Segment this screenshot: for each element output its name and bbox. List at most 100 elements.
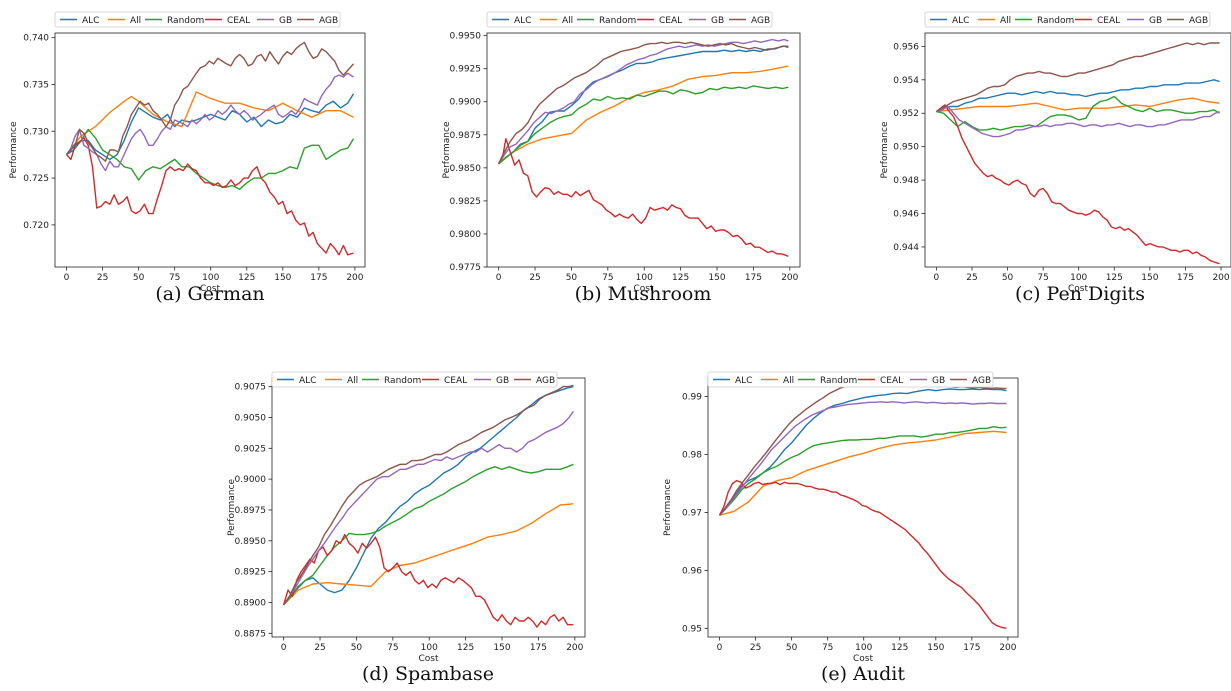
y-tick-label: 0.99 bbox=[682, 393, 702, 403]
x-tick-label: 0 bbox=[934, 273, 940, 283]
legend-label-gb: GB bbox=[1149, 16, 1162, 26]
legend-label-ceal: CEAL bbox=[227, 16, 250, 26]
x-tick-label: 25 bbox=[314, 643, 325, 653]
legend-label-agb: AGB bbox=[972, 376, 991, 386]
x-tick-label: 125 bbox=[1106, 273, 1123, 283]
legend-label-agb: AGB bbox=[751, 16, 770, 26]
legend-label-ceal: CEAL bbox=[444, 376, 467, 386]
x-tick-label: 125 bbox=[457, 643, 474, 653]
y-axis-label: Performance bbox=[227, 479, 237, 536]
legend: ALC All Random CEAL GB AGB bbox=[924, 11, 1211, 28]
legend-label-alc: ALC bbox=[952, 16, 969, 26]
legend-label-ceal: CEAL bbox=[880, 376, 903, 386]
legend: ALC All Random CEAL GB AGB bbox=[271, 371, 558, 388]
x-axis-label: Cost bbox=[418, 654, 438, 664]
x-tick-label: 200 bbox=[346, 273, 363, 283]
y-tick-label: 0.9000 bbox=[235, 475, 267, 485]
x-axis-label: Cost bbox=[1068, 284, 1088, 294]
legend-box bbox=[54, 11, 341, 28]
y-tick-label: 0.9050 bbox=[235, 413, 267, 423]
x-tick-label: 0 bbox=[717, 643, 723, 653]
legend-label-ceal: CEAL bbox=[659, 16, 682, 26]
x-tick-label: 150 bbox=[927, 643, 944, 653]
x-tick-label: 200 bbox=[1212, 273, 1229, 283]
plot-frame bbox=[486, 32, 801, 268]
chart-panel-4: 0 25 50 75 100 125 150 175 200 0.8875 0.8900 0.8925… bbox=[227, 371, 586, 685]
x-axis-label: Cost bbox=[853, 654, 873, 664]
y-tick-label: 0.956 bbox=[893, 42, 919, 52]
legend-box bbox=[486, 11, 773, 28]
x-tick-label: 75 bbox=[602, 273, 613, 283]
series-line-ceal bbox=[497, 138, 789, 258]
series-line-random bbox=[718, 426, 1007, 516]
series-line-ceal bbox=[65, 137, 354, 256]
y-tick-label: 0.8975 bbox=[235, 506, 267, 516]
y-tick-label: 0.952 bbox=[893, 109, 919, 119]
legend-box bbox=[924, 11, 1211, 28]
series-line-gb bbox=[283, 410, 574, 606]
x-tick-label: 50 bbox=[351, 643, 363, 653]
x-tick-label: 50 bbox=[786, 643, 798, 653]
x-tick-label: 50 bbox=[566, 273, 578, 283]
series-line-gb bbox=[65, 72, 354, 172]
legend-label-all: All bbox=[347, 376, 358, 386]
y-tick-label: 0.9850 bbox=[450, 164, 482, 174]
x-tick-label: 25 bbox=[750, 643, 761, 653]
y-tick-label: 0.9800 bbox=[450, 230, 482, 240]
legend-label-alc: ALC bbox=[514, 16, 531, 26]
legend-label-alc: ALC bbox=[82, 16, 99, 26]
legend-label-alc: ALC bbox=[299, 376, 316, 386]
y-tick-label: 0.725 bbox=[23, 174, 49, 184]
panel-caption: (a) German bbox=[155, 283, 264, 305]
series-line-all bbox=[283, 503, 574, 606]
legend-box bbox=[707, 371, 994, 388]
y-tick-label: 0.9900 bbox=[450, 98, 482, 108]
x-tick-label: 0 bbox=[64, 273, 70, 283]
legend-label-all: All bbox=[783, 376, 794, 386]
legend: ALC All Random CEAL GB AGB bbox=[54, 11, 341, 28]
series-line-gb bbox=[936, 105, 1220, 138]
chart-panel-3: 0 25 50 75 100 125 150 175 200 0.944 0.946 0.948 0.9… bbox=[880, 11, 1231, 305]
legend-label-gb: GB bbox=[711, 16, 724, 26]
y-tick-label: 0.8875 bbox=[235, 629, 267, 639]
series-line-gb bbox=[719, 401, 1007, 516]
legend-label-gb: GB bbox=[496, 376, 509, 386]
x-tick-label: 25 bbox=[97, 273, 108, 283]
y-tick-label: 0.720 bbox=[23, 221, 49, 231]
legend-label-gb: GB bbox=[932, 376, 945, 386]
series-line-ceal bbox=[935, 104, 1220, 265]
x-tick-label: 100 bbox=[855, 643, 872, 653]
legend-box bbox=[271, 371, 558, 388]
y-axis-label: Performance bbox=[442, 121, 452, 178]
series-line-alc bbox=[283, 385, 574, 606]
y-tick-label: 0.9025 bbox=[235, 444, 267, 454]
series-line-all bbox=[719, 430, 1007, 516]
y-tick-label: 0.730 bbox=[23, 127, 49, 137]
x-tick-label: 125 bbox=[672, 273, 689, 283]
plot-frame bbox=[54, 32, 366, 268]
x-tick-label: 200 bbox=[566, 643, 583, 653]
x-tick-label: 125 bbox=[891, 643, 908, 653]
y-tick-label: 0.946 bbox=[893, 210, 919, 220]
x-tick-label: 100 bbox=[421, 643, 438, 653]
series-line-agb bbox=[65, 41, 355, 162]
y-tick-label: 0.950 bbox=[893, 143, 919, 153]
legend: ALC All Random CEAL GB AGB bbox=[707, 371, 994, 388]
x-tick-label: 100 bbox=[636, 273, 653, 283]
x-tick-label: 75 bbox=[387, 643, 398, 653]
y-tick-label: 0.944 bbox=[893, 243, 919, 253]
x-tick-label: 200 bbox=[999, 643, 1016, 653]
y-tick-label: 0.97 bbox=[682, 508, 702, 518]
legend-label-agb: AGB bbox=[319, 16, 338, 26]
x-tick-label: 0 bbox=[281, 643, 287, 653]
legend-label-random: Random bbox=[167, 16, 204, 26]
series-line-ceal bbox=[282, 533, 574, 628]
legend-label-all: All bbox=[130, 16, 141, 26]
legend-label-alc: ALC bbox=[735, 376, 752, 386]
series-line-random bbox=[498, 85, 789, 165]
legend-label-agb: AGB bbox=[536, 376, 555, 386]
y-axis-label: Performance bbox=[880, 121, 890, 178]
x-tick-label: 125 bbox=[238, 273, 255, 283]
x-tick-label: 75 bbox=[822, 643, 833, 653]
